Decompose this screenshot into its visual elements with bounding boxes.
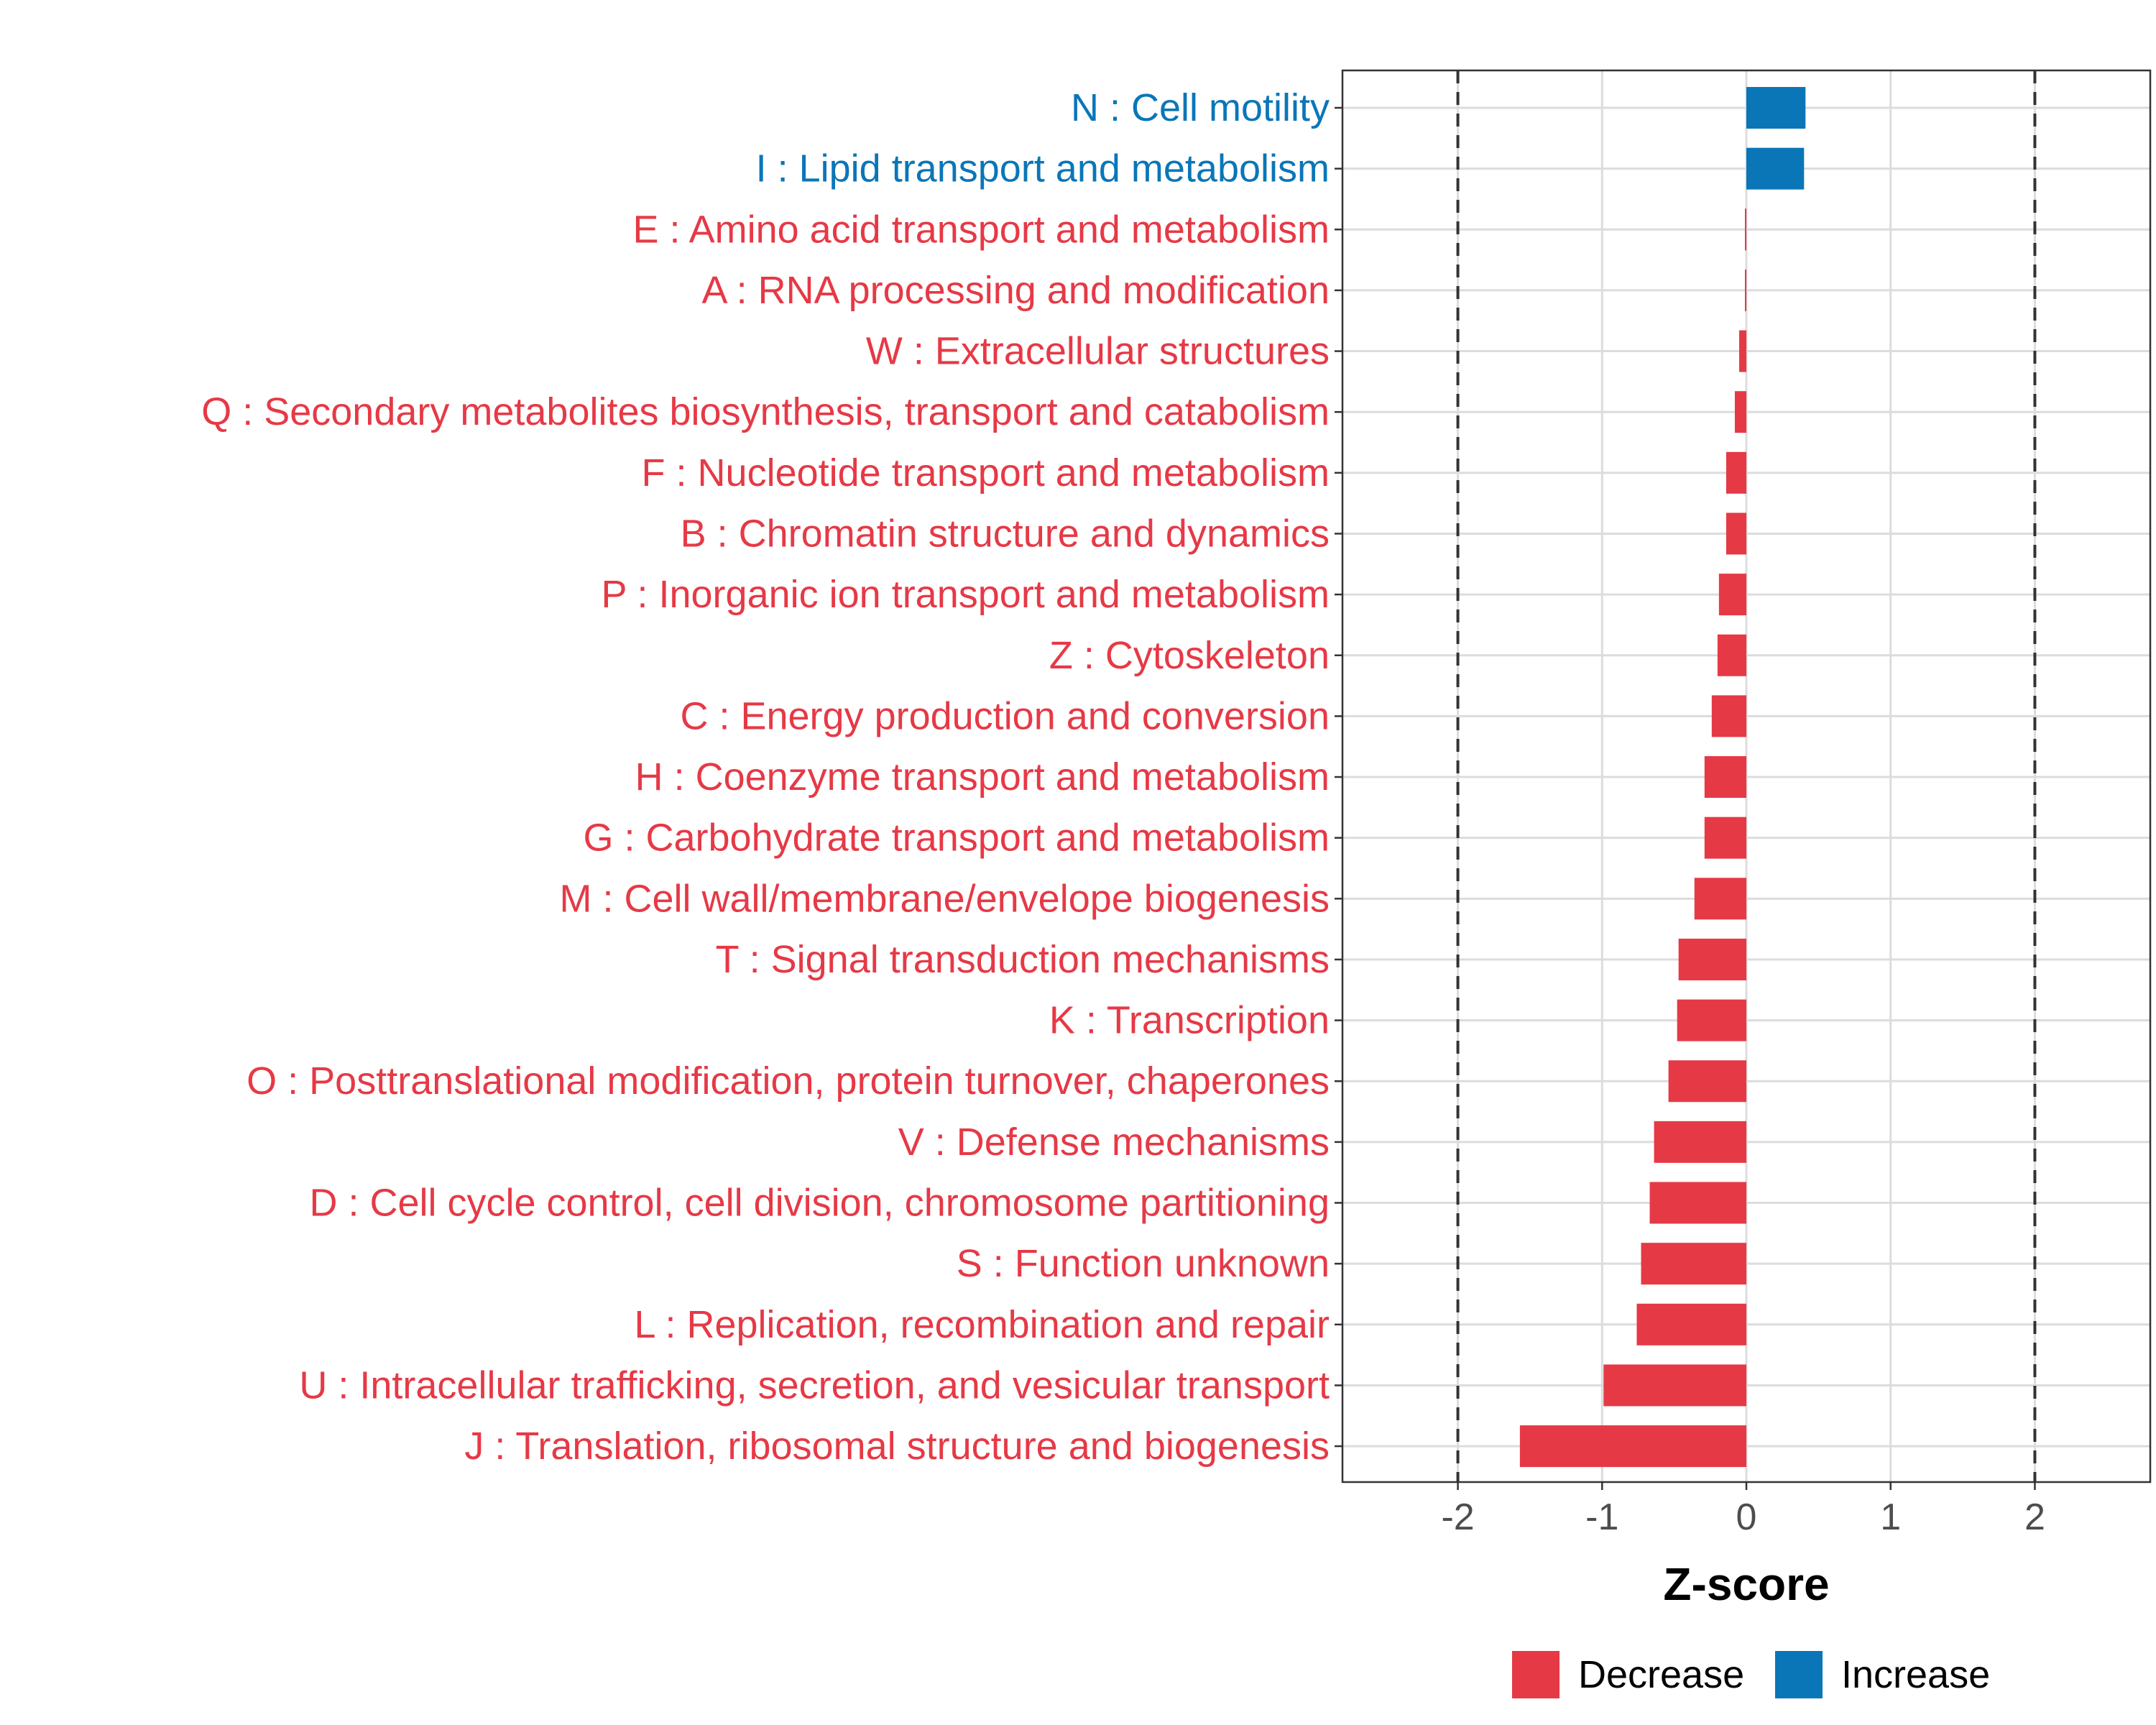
bar bbox=[1744, 208, 1746, 251]
category-label: M : Cell wall/membrane/envelope biogenes… bbox=[559, 877, 1330, 920]
bar bbox=[1603, 1364, 1746, 1407]
bar bbox=[1726, 451, 1746, 494]
x-axis-ticks: -2 -1 0 1 2 bbox=[1441, 1482, 2045, 1538]
bar bbox=[1649, 1182, 1746, 1224]
category-label: Q : Secondary metabolites biosynthesis, … bbox=[201, 390, 1330, 433]
category-label: S : Function unknown bbox=[957, 1242, 1330, 1285]
reference-lines bbox=[1456, 70, 2037, 1482]
bar-layer bbox=[1519, 87, 1806, 1468]
bar bbox=[1746, 147, 1805, 190]
category-label: B : Chromatin structure and dynamics bbox=[681, 512, 1330, 555]
bar bbox=[1519, 1425, 1746, 1468]
x-tick-label: -2 bbox=[1441, 1496, 1474, 1538]
bar bbox=[1641, 1243, 1746, 1285]
x-tick-label: -1 bbox=[1585, 1496, 1618, 1538]
bar bbox=[1694, 878, 1746, 920]
bar bbox=[1636, 1303, 1746, 1346]
category-label: A : RNA processing and modification bbox=[702, 269, 1330, 312]
legend-swatch bbox=[1775, 1651, 1823, 1698]
bar bbox=[1654, 1121, 1746, 1163]
x-tick-label: 0 bbox=[1736, 1496, 1757, 1538]
category-label: V : Defense mechanisms bbox=[898, 1121, 1330, 1164]
category-label: J : Translation, ribosomal structure and… bbox=[464, 1425, 1330, 1468]
category-label: D : Cell cycle control, cell division, c… bbox=[309, 1182, 1330, 1225]
bar bbox=[1704, 816, 1746, 859]
bar bbox=[1734, 391, 1746, 433]
legend-label: Decrease bbox=[1578, 1653, 1744, 1696]
category-label: I : Lipid transport and metabolism bbox=[756, 147, 1330, 190]
bar bbox=[1711, 695, 1746, 737]
category-labels: N : Cell motility I : Lipid transport and… bbox=[201, 86, 1330, 1468]
category-label: G : Carbohydrate transport and metabolis… bbox=[584, 816, 1330, 860]
category-label: E : Amino acid transport and metabolism bbox=[633, 208, 1330, 251]
y-axis-ticks bbox=[1335, 106, 1342, 1448]
legend-swatch bbox=[1512, 1651, 1560, 1698]
category-label: C : Energy production and conversion bbox=[680, 694, 1330, 737]
category-label: U : Intracellular trafficking, secretion… bbox=[299, 1363, 1330, 1407]
x-tick-label: 1 bbox=[1880, 1496, 1901, 1538]
bar bbox=[1677, 999, 1746, 1041]
bar bbox=[1744, 269, 1746, 311]
bar bbox=[1718, 574, 1746, 616]
category-label: Z : Cytoskeleton bbox=[1049, 634, 1330, 677]
category-label: W : Extracellular structures bbox=[866, 330, 1330, 373]
category-label: P : Inorganic ion transport and metaboli… bbox=[601, 573, 1330, 616]
bar bbox=[1704, 756, 1746, 799]
x-tick-label: 2 bbox=[2024, 1496, 2045, 1538]
bar bbox=[1726, 512, 1746, 555]
bar bbox=[1678, 938, 1746, 980]
category-label: L : Replication, recombination and repai… bbox=[634, 1303, 1330, 1346]
category-label: T : Signal transduction mechanisms bbox=[716, 938, 1330, 981]
category-label: N : Cell motility bbox=[1071, 86, 1330, 129]
bar bbox=[1746, 87, 1806, 129]
x-axis-title: Z-score bbox=[1663, 1558, 1829, 1610]
category-label: F : Nucleotide transport and metabolism bbox=[642, 451, 1330, 494]
legend: Decrease Increase bbox=[1512, 1651, 1990, 1698]
bar bbox=[1717, 634, 1746, 676]
bar bbox=[1738, 330, 1746, 372]
bar bbox=[1668, 1060, 1746, 1103]
legend-label: Increase bbox=[1841, 1653, 1990, 1696]
category-label: H : Coenzyme transport and metabolism bbox=[635, 755, 1330, 799]
category-label: K : Transcription bbox=[1049, 999, 1330, 1042]
category-label: O : Posttranslational modification, prot… bbox=[247, 1059, 1330, 1103]
